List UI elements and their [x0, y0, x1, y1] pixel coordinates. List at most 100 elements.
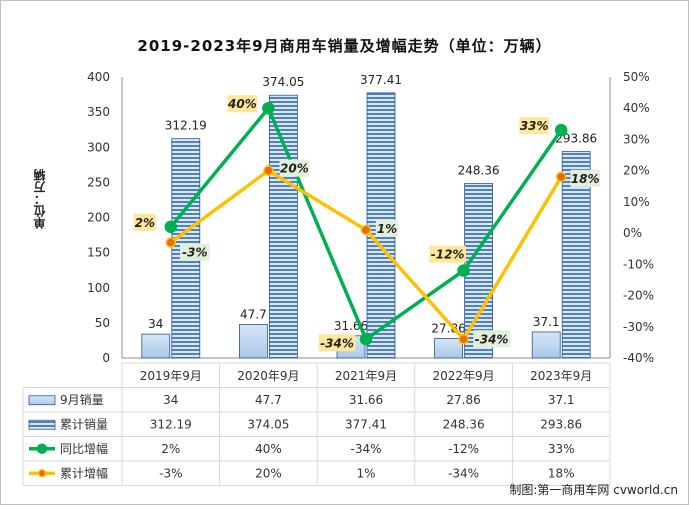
legend-key-cumulative-sales: [28, 419, 56, 430]
yoy-growth-label: -12%: [431, 248, 465, 262]
x-tick-label: 2023年9月: [530, 369, 592, 383]
cumulative-growth-point: [165, 237, 177, 248]
y2-tick-label: 10%: [623, 195, 650, 209]
bar-monthly-sales-label: 37.1: [533, 315, 560, 329]
cumulative-growth-label-box: [279, 159, 310, 177]
yoy-growth-label-box: [318, 334, 356, 352]
table-cell: 377.41: [345, 417, 387, 431]
yoy-growth-label: 40%: [227, 97, 257, 111]
table-cell: 34: [163, 393, 178, 407]
yoy-growth-label: 33%: [520, 119, 549, 133]
cumulative-growth-label: 1%: [377, 222, 397, 236]
table-cell: 293.86: [540, 417, 582, 431]
cumulative-growth-label: 20%: [280, 162, 309, 176]
legend-label: 累计销量: [60, 417, 108, 431]
yoy-growth-label: 2%: [135, 216, 155, 230]
y2-tick-label: 30%: [623, 132, 650, 146]
legend-key-yoy-growth-marker: [36, 443, 48, 454]
y2-tick-label: 50%: [623, 70, 650, 84]
legend-key-cumulative-growth-marker: [37, 469, 47, 478]
yoy-growth-line: [169, 104, 563, 342]
yoy-growth-label-box: [519, 117, 549, 135]
cumulative-growth-point: [458, 334, 469, 345]
table-cell: 248.36: [443, 417, 485, 431]
bar-monthly-sales-label: 47.7: [240, 307, 267, 321]
cumulative-growth-label-box: [570, 169, 600, 187]
cumulative-growth-label: -34%: [475, 332, 509, 346]
bar-monthly-sales: [531, 331, 561, 359]
yoy-growth-label: -34%: [320, 336, 354, 350]
bar-cumulative-sales-label: 312.19: [165, 119, 207, 133]
table-cell: 33%: [548, 442, 575, 456]
table-cell: 18%: [548, 466, 575, 480]
table-cell: 2%: [161, 442, 180, 456]
table-cell: 20%: [255, 466, 282, 480]
y2-tick-label: -30%: [623, 320, 654, 334]
y2-tick-label: -20%: [623, 289, 654, 303]
table-cell: -34%: [350, 442, 381, 456]
bar-monthly-sales: [238, 324, 268, 359]
yoy-growth-point: [554, 123, 568, 137]
y2-tick-label: 20%: [623, 164, 650, 178]
bar-cumulative-sales-label: 248.36: [458, 164, 500, 178]
y-tick-label: 100: [87, 281, 110, 295]
source-credit: 制图:第一商用车网 cvworld.cn: [509, 483, 678, 497]
yoy-growth-label-box: [429, 245, 466, 263]
cumulative-growth-point: [360, 224, 372, 236]
cumulative-growth-point: [263, 165, 274, 176]
table-cell: -3%: [159, 466, 182, 480]
x-tick-label: 2021年9月: [335, 369, 397, 383]
yoy-growth-point: [359, 333, 373, 346]
bar-cumulative-sales: [268, 94, 298, 359]
bar-cumulative-sales-label: 374.05: [262, 75, 304, 89]
legend-label: 累计增幅: [60, 465, 108, 480]
y-tick-label: 300: [87, 140, 110, 154]
table-cell: -34%: [448, 466, 479, 480]
x-tick-label: 2020年9月: [237, 369, 299, 383]
y-tick-label: 50: [95, 316, 110, 330]
bar-monthly-sales: [434, 338, 464, 359]
cumulative-growth-line: [169, 168, 563, 343]
y-tick-label: 250: [87, 175, 110, 189]
table-cell: 37.1: [548, 393, 575, 407]
legend-label: 同比增幅: [60, 441, 108, 456]
y-tick-label: 400: [87, 70, 110, 84]
yoy-growth-label-box: [227, 95, 258, 113]
table-cell: 47.7: [255, 393, 282, 407]
table-cell: -12%: [448, 442, 479, 456]
cumulative-growth-label-box: [180, 243, 210, 261]
table-cell: 27.86: [446, 393, 480, 407]
x-tick-label: 2019年9月: [140, 369, 202, 383]
yoy-growth-label-box: [133, 213, 156, 231]
cumulative-growth-label: 18%: [571, 172, 600, 186]
x-tick-label: 2022年9月: [433, 369, 495, 383]
y2-tick-label: -40%: [623, 351, 654, 365]
bar-cumulative-sales-label: 293.86: [555, 132, 597, 146]
legend-label: 9月销量: [60, 393, 104, 407]
cumulative-growth-label: -3%: [182, 245, 207, 259]
table-cell: 31.66: [349, 393, 383, 407]
cumulative-growth-label-box: [473, 330, 510, 348]
bar-monthly-sales-label: 34: [148, 317, 163, 331]
table-cell: 40%: [255, 442, 282, 456]
y2-tick-label: 40%: [623, 101, 650, 115]
table-cell: 312.19: [150, 417, 192, 431]
yoy-growth-point: [457, 264, 470, 277]
bar-cumulative-sales-label: 377.41: [360, 73, 402, 87]
y-tick-label: 350: [87, 105, 110, 119]
y2-tick-label: -10%: [623, 257, 654, 271]
y2-tick-label: 0%: [623, 226, 642, 240]
yoy-growth-point: [164, 220, 178, 234]
cumulative-growth-point: [555, 171, 567, 183]
cumulative-growth-label-box: [375, 219, 399, 237]
table-cell: 1%: [356, 466, 375, 480]
yoy-growth-point: [262, 101, 275, 115]
chart-title: 2019-2023年9月商用车销量及增幅走势（单位：万辆）: [137, 37, 552, 55]
legend-key-monthly-sales: [28, 395, 56, 406]
y-tick-label: 200: [87, 211, 110, 225]
y-tick-label: 0: [102, 351, 110, 365]
bar-monthly-sales: [141, 333, 171, 359]
table-cell: 374.05: [247, 417, 289, 431]
